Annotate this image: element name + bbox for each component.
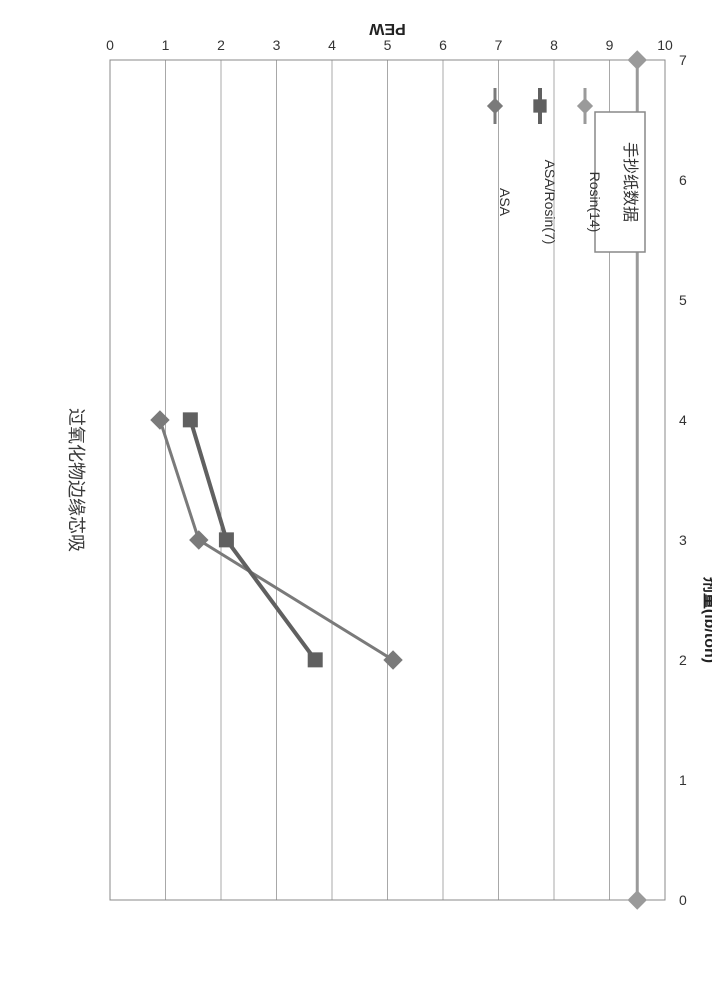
y-tick: 5 <box>384 37 392 53</box>
x-tick: 7 <box>679 52 687 68</box>
square-marker <box>308 653 322 667</box>
x-tick: 4 <box>679 412 687 428</box>
y-tick: 10 <box>657 37 673 53</box>
square-marker <box>183 413 197 427</box>
legend-label: Rosin(14) <box>587 172 603 233</box>
x-tick: 6 <box>679 172 687 188</box>
y-tick: 9 <box>606 37 614 53</box>
legend-label: ASA <box>497 188 513 217</box>
chart-svg: 0 1 2 3 4 5 6 7 8 9 10 0 1 2 3 4 5 6 7 PEW 剂量(lb/ton) 过氧化物边缘芯… <box>0 0 712 1000</box>
y-tick: 2 <box>217 37 225 53</box>
x-tick: 2 <box>679 652 687 668</box>
x-tick: 1 <box>679 772 687 788</box>
chart-title: 过氧化物边缘芯吸 <box>66 408 86 552</box>
x-tick: 5 <box>679 292 687 308</box>
x-axis-label: 剂量(lb/ton) <box>701 577 712 663</box>
square-marker <box>219 533 233 547</box>
y-tick: 4 <box>328 37 336 53</box>
y-tick: 3 <box>273 37 281 53</box>
x-tick: 3 <box>679 532 687 548</box>
y-tick: 6 <box>439 37 447 53</box>
y-axis-label: PEW <box>368 20 405 37</box>
y-tick: 8 <box>550 37 558 53</box>
legend-square-marker <box>533 99 546 112</box>
x-tick: 0 <box>679 892 687 908</box>
legend-title: 手抄纸数据 <box>621 142 639 222</box>
legend-label: ASA/Rosin(7) <box>542 160 558 245</box>
chart-container: 0 1 2 3 4 5 6 7 8 9 10 0 1 2 3 4 5 6 7 PEW 剂量(lb/ton) 过氧化物边缘芯… <box>0 0 712 1000</box>
y-tick: 7 <box>495 37 503 53</box>
y-tick: 1 <box>162 37 170 53</box>
y-tick: 0 <box>106 37 114 53</box>
